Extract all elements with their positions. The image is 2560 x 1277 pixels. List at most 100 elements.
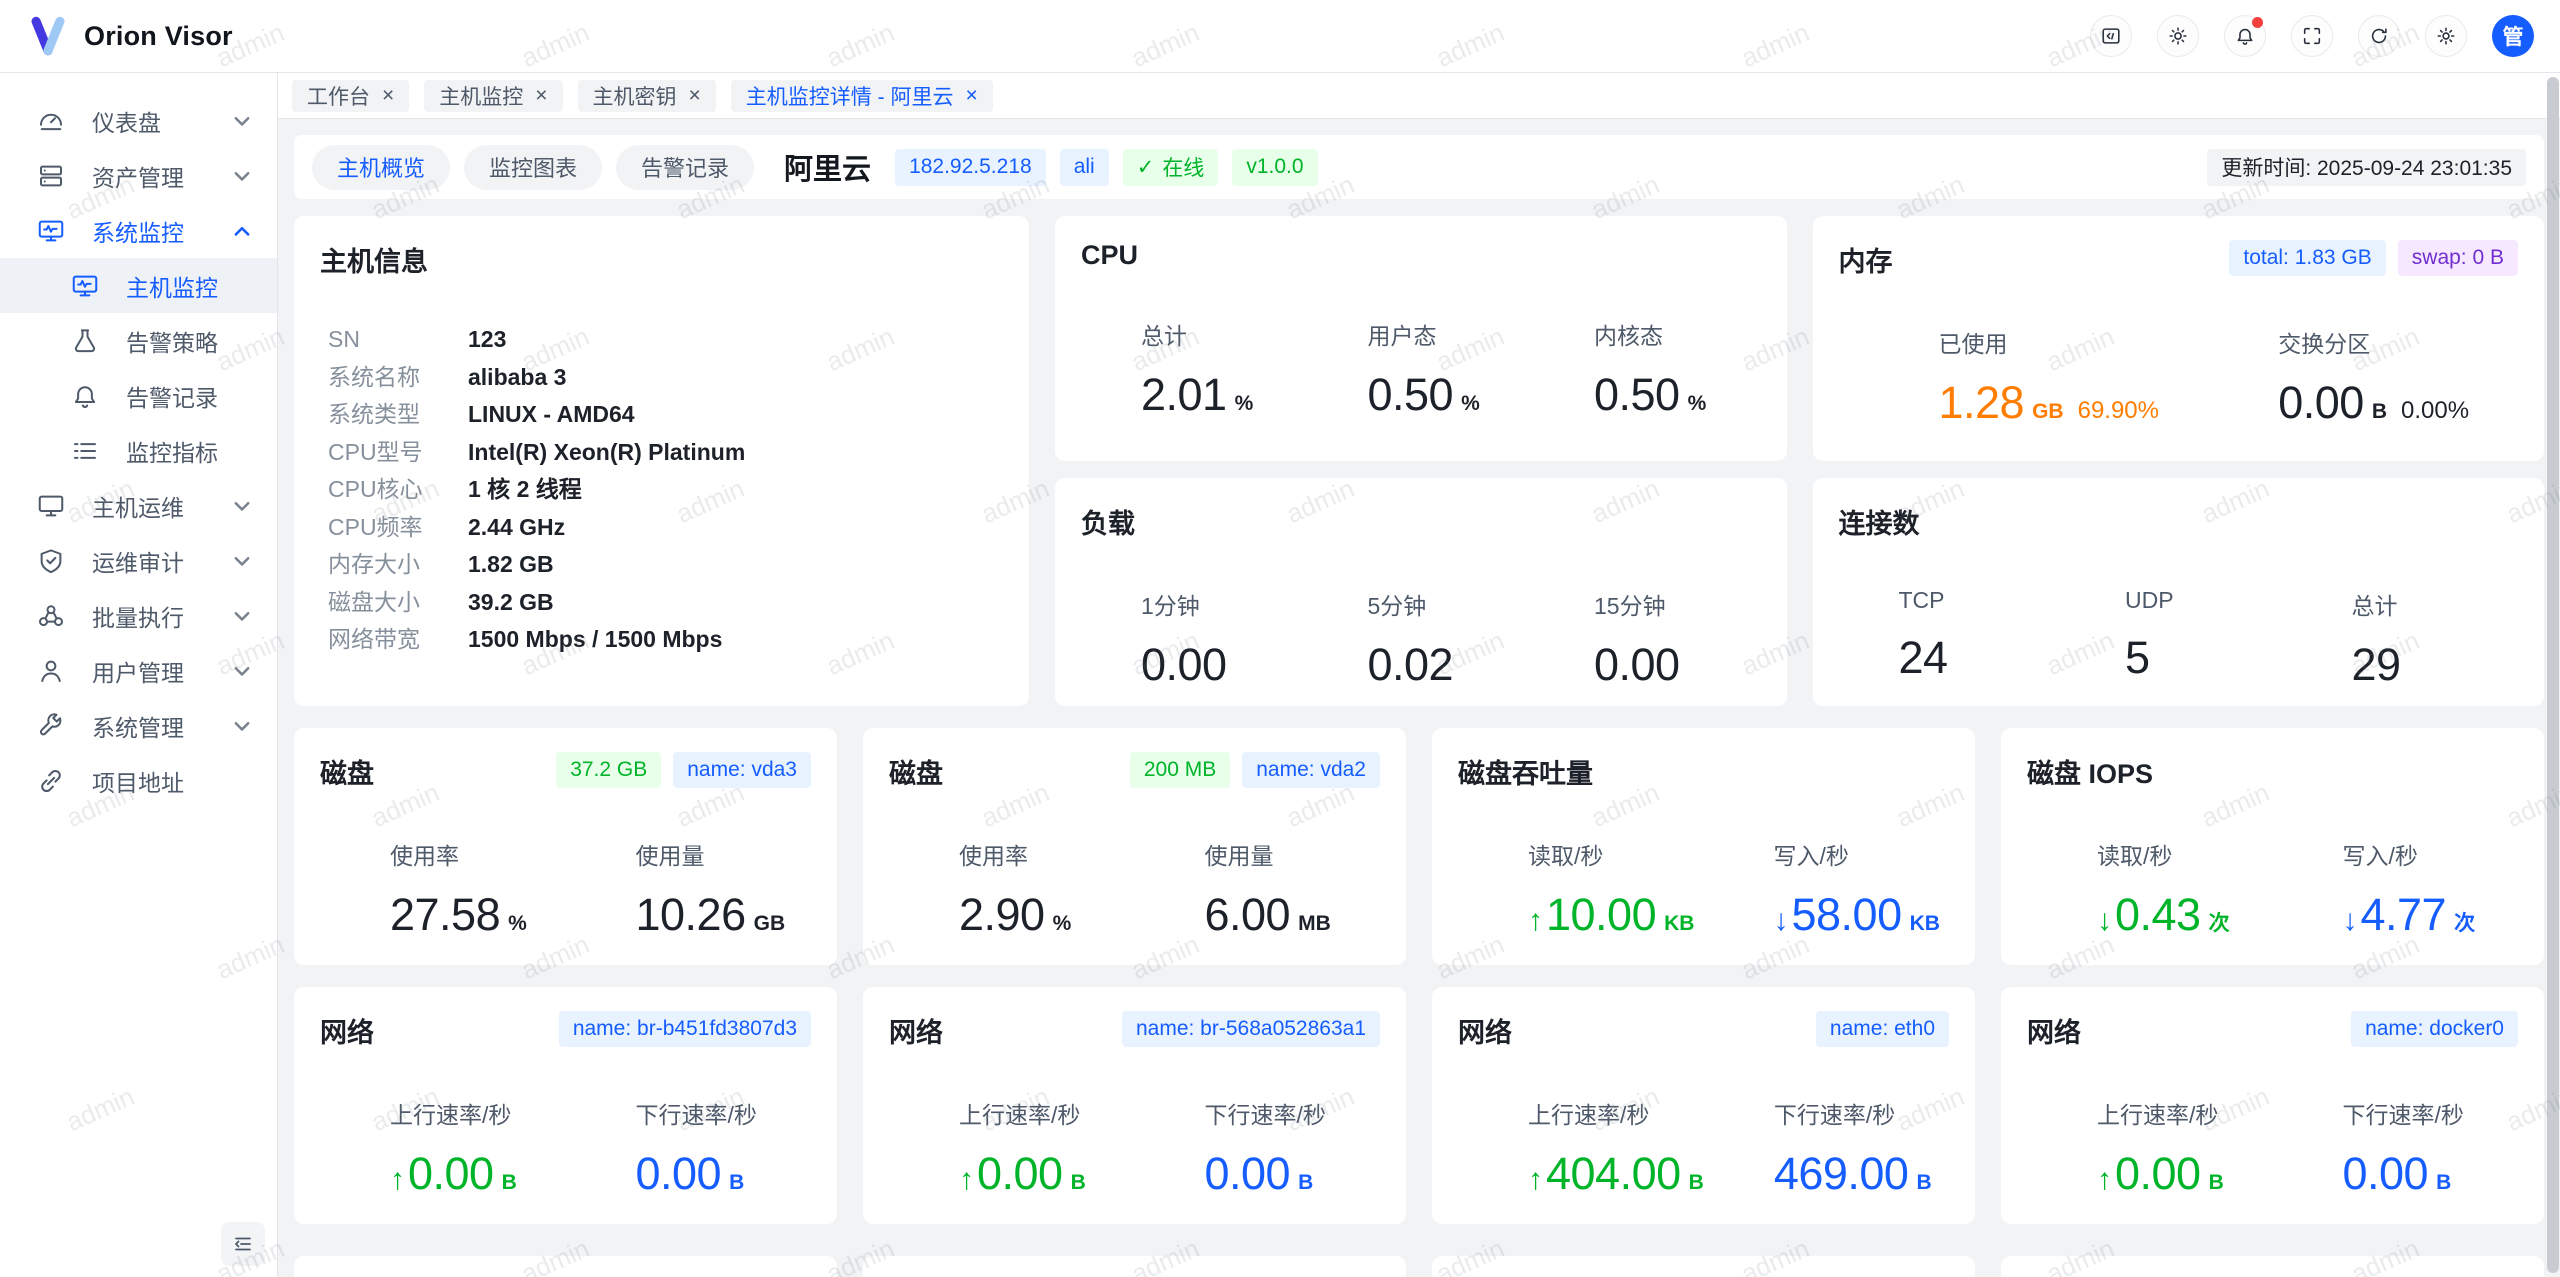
sidebar-item-batch-exec[interactable]: 批量执行 <box>0 588 277 643</box>
bell-icon <box>2237 28 2253 45</box>
sidebar-item-ops-audit[interactable]: 运维审计 <box>0 533 277 588</box>
card-title: 连接数 <box>1838 509 1920 539</box>
sidebar-item-dashboard[interactable]: 仪表盘 <box>0 93 277 148</box>
view-tab-charts[interactable]: 监控图表 <box>464 144 603 190</box>
chevron-down-icon <box>231 715 253 737</box>
gauge-icon <box>36 106 66 136</box>
host-info-card: 主机信息 SN 123 系统名称 alibaba 3 系统类型 LINUX - AMD… <box>294 216 1029 706</box>
card-title: 网络 <box>889 1018 943 1048</box>
stat-net-down: 下行速率/秒 469.00 B <box>1773 1102 1932 1199</box>
sidebar-item-host-monitor[interactable]: 主机监控 <box>0 258 277 313</box>
sidebar-item-system-mgmt[interactable]: 系统管理 <box>0 698 277 753</box>
close-icon[interactable]: × <box>535 84 548 107</box>
stat-disk-usage-amount: 使用量 6.00 MB <box>1204 843 1331 940</box>
chevron-down-icon <box>231 660 253 682</box>
sidebar-item-project-link[interactable]: 项目地址 <box>0 753 277 808</box>
host-name: 阿里云 <box>784 154 872 186</box>
monitor-pulse-icon <box>70 271 100 301</box>
stat-load-5m: 5分钟 0.02 <box>1367 593 1454 690</box>
close-icon[interactable]: × <box>688 84 701 107</box>
settings-button[interactable] <box>2425 15 2467 57</box>
monitor-icon <box>36 491 66 521</box>
memory-card: 内存 total: 1.83 GB swap: 0 B 已使用 1.28 GB 69… <box>1812 216 2544 461</box>
close-icon[interactable]: × <box>382 84 395 107</box>
chevron-down-icon <box>231 550 253 572</box>
network-card-br1: 网络 name: br-b451fd3807d3 上行速率/秒 ↑ 0.00 B 下… <box>294 987 837 1224</box>
sidebar: 仪表盘 资产管理 系统监控 主机监控 告警策略 <box>0 73 278 1277</box>
sidebar-item-alert-records[interactable]: 告警记录 <box>0 368 277 423</box>
trend-arrow-icon: ↑ <box>2097 1163 2112 1196</box>
cluster-icon <box>36 601 66 631</box>
card-title: 磁盘 IOPS <box>2027 759 2154 789</box>
sidebar-item-host-ops[interactable]: 主机运维 <box>0 478 277 533</box>
stat-disk-usage-rate: 使用率 27.58% <box>390 843 527 940</box>
sidebar-item-assets[interactable]: 资产管理 <box>0 148 277 203</box>
trend-arrow-icon: ↑ <box>1528 1163 1543 1196</box>
card-title: 网络 <box>1458 1018 1512 1048</box>
disk-name-badge: name: vda3 <box>673 752 811 788</box>
memory-swap-badge: swap: 0 B <box>2397 240 2518 276</box>
sidebar-item-user-mgmt[interactable]: 用户管理 <box>0 643 277 698</box>
card-title: 网络 <box>2027 1018 2081 1048</box>
disk-size-badge: 37.2 GB <box>556 752 662 788</box>
view-tab-overview[interactable]: 主机概览 <box>312 144 451 190</box>
trend-arrow-icon: ↑ <box>959 1163 974 1196</box>
disk-name-badge: name: vda2 <box>1242 752 1380 788</box>
network-card-eth0: 网络 name: eth0 上行速率/秒 ↑ 404.00 B 下行速率/秒 469… <box>1432 987 1975 1224</box>
refresh-button[interactable] <box>2358 15 2400 57</box>
tab-host-keys[interactable]: 主机密钥 × <box>577 79 716 112</box>
topbar-actions: 管 <box>2090 15 2534 57</box>
card-title: 主机信息 <box>320 247 428 277</box>
command-console-button[interactable] <box>2090 15 2132 57</box>
tab-host-monitor[interactable]: 主机监控 × <box>424 79 563 112</box>
fullscreen-button[interactable] <box>2291 15 2333 57</box>
monitor-pulse-icon <box>36 216 66 246</box>
code-window-icon <box>2102 28 2120 44</box>
stat-disk-write: 写入/秒 ↓ 58.00 KB <box>1773 843 1940 940</box>
orion-visor-logo <box>31 16 65 56</box>
stat-memory-swap: 交换分区 0.00 B 0.00% <box>2278 331 2470 428</box>
disk-card-vda2: 磁盘 200 MB name: vda2 使用率 2.90% <box>863 728 1406 965</box>
disk-iops-card: 磁盘 IOPS 读取/秒 ↓ 0.43 次 写入/秒 ↓ 4.77 次 <box>2001 728 2544 965</box>
chevron-up-icon <box>231 220 253 242</box>
network-card-br2: 网络 name: br-568a052863a1 上行速率/秒 ↑ 0.00 B 下… <box>863 987 1406 1224</box>
stat-cpu-total: 总计 2.01% <box>1141 323 1254 420</box>
network-card-docker0: 网络 name: docker0 上行速率/秒 ↑ 0.00 B 下行速率/秒 0.… <box>2001 987 2544 1224</box>
sidebar-item-system-monitor[interactable]: 系统监控 <box>0 203 277 258</box>
server-icon <box>36 161 66 191</box>
chevron-down-icon <box>231 605 253 627</box>
sidebar-item-alert-policy[interactable]: 告警策略 <box>0 313 277 368</box>
scrollbar-thumb[interactable] <box>2547 77 2559 1273</box>
open-tabs-bar: 工作台 × 主机监控 × 主机密钥 × 主机监控详情 - 阿里云 × <box>278 73 2560 119</box>
stat-load-1m: 1分钟 0.00 <box>1141 593 1227 690</box>
stat-conn-tcp: TCP 24 <box>1898 587 1949 683</box>
view-tab-alerts[interactable]: 告警记录 <box>616 144 755 190</box>
info-row: SN 123 <box>328 326 507 352</box>
gear-icon <box>2437 27 2455 45</box>
vertical-scrollbar[interactable] <box>2547 77 2559 1273</box>
trend-arrow-icon: ↓ <box>2097 904 2112 937</box>
chevron-down-icon <box>231 110 253 132</box>
stat-conn-total: 总计 29 <box>2351 593 2402 690</box>
load-card: 负载 1分钟 0.00 5分钟 0.02 15分钟 <box>1055 478 1787 706</box>
fullscreen-icon <box>2303 27 2321 45</box>
ip-badge: 182.92.5.218 <box>895 148 1046 186</box>
notifications-button[interactable] <box>2224 15 2266 57</box>
network-card-partial: 网络 <box>863 1256 1406 1277</box>
sidebar-collapse-button[interactable] <box>221 1222 265 1266</box>
user-avatar[interactable]: 管 <box>2492 15 2534 57</box>
close-icon[interactable]: × <box>965 84 978 107</box>
connections-card: 连接数 TCP 24 UDP 5 总计 <box>1812 478 2544 706</box>
info-row: 系统类型 LINUX - AMD64 <box>328 401 635 427</box>
stat-disk-usage-amount: 使用量 10.26 GB <box>635 843 786 940</box>
card-title: CPU <box>1081 240 1139 270</box>
brand: Orion Visor <box>26 14 233 58</box>
interface-name-badge: name: br-568a052863a1 <box>1121 1011 1380 1047</box>
card-title: 磁盘 <box>320 759 374 789</box>
app-title: Orion Visor <box>84 20 233 51</box>
theme-toggle-button[interactable] <box>2157 15 2199 57</box>
stat-net-up: 上行速率/秒 ↑ 0.00 B <box>2097 1102 2224 1199</box>
tab-workbench[interactable]: 工作台 × <box>292 79 410 112</box>
tab-host-monitor-detail[interactable]: 主机监控详情 - 阿里云 × <box>730 79 993 112</box>
sidebar-item-monitor-metrics[interactable]: 监控指标 <box>0 423 277 478</box>
